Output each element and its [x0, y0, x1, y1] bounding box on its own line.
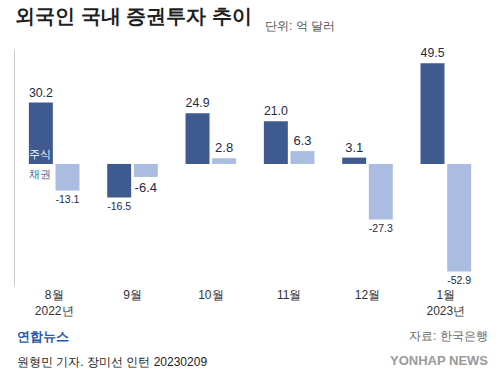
- svg-text:원형민 기자. 장미선 인턴 20230209: 원형민 기자. 장미선 인턴 20230209: [17, 355, 207, 369]
- svg-text:1월2023년: 1월2023년: [426, 288, 465, 318]
- svg-text:-52.9: -52.9: [447, 274, 471, 286]
- svg-text:단위: 억 달러: 단위: 억 달러: [265, 19, 335, 33]
- svg-text:YONHAP NEWS: YONHAP NEWS: [390, 353, 488, 368]
- svg-text:주식: 주식: [29, 148, 51, 160]
- svg-text:외국인 국내 증권투자 추이: 외국인 국내 증권투자 추이: [15, 5, 252, 27]
- svg-text:11월: 11월: [277, 288, 301, 302]
- svg-text:8월2022년: 8월2022년: [35, 288, 74, 318]
- svg-text:연합뉴스: 연합뉴스: [17, 329, 69, 344]
- svg-text:-27.3: -27.3: [369, 222, 393, 234]
- svg-text:-6.4: -6.4: [135, 180, 157, 195]
- svg-text:자료: 한국은행: 자료: 한국은행: [409, 329, 488, 343]
- svg-text:24.9: 24.9: [186, 96, 210, 110]
- svg-text:21.0: 21.0: [264, 104, 288, 118]
- svg-text:-13.1: -13.1: [56, 193, 80, 205]
- svg-text:-16.5: -16.5: [107, 200, 131, 212]
- svg-text:49.5: 49.5: [421, 46, 445, 60]
- svg-text:6.3: 6.3: [293, 133, 311, 148]
- svg-text:채권: 채권: [29, 168, 51, 180]
- svg-text:2.8: 2.8: [215, 140, 233, 155]
- svg-text:10월: 10월: [198, 288, 223, 302]
- svg-text:3.1: 3.1: [345, 140, 363, 155]
- svg-text:9월: 9월: [123, 288, 142, 302]
- svg-text:30.2: 30.2: [29, 86, 53, 100]
- svg-text:12월: 12월: [355, 288, 380, 302]
